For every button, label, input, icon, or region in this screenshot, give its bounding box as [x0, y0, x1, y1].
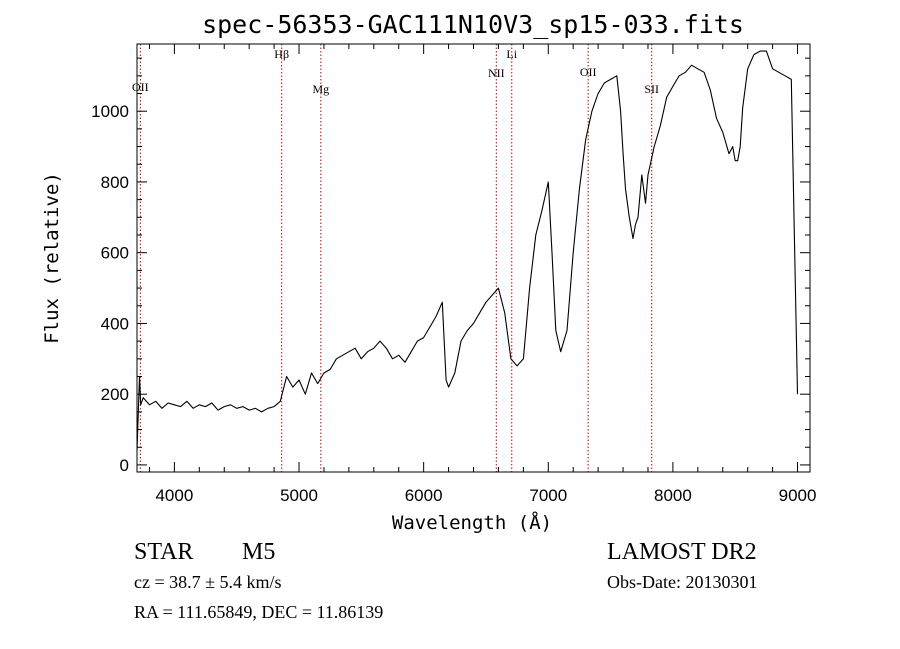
y-tick-label: 200: [101, 385, 129, 404]
x-axis-label: Wavelength (Å): [392, 511, 552, 534]
y-axis-label: Flux (relative): [41, 172, 63, 344]
x-tick-label: 8000: [654, 486, 692, 505]
y-tick-label: 800: [101, 173, 129, 192]
x-tick-label: 6000: [405, 486, 443, 505]
x-tick-label: 9000: [779, 486, 817, 505]
x-tick-label: 4000: [155, 486, 193, 505]
object-class: STAR: [134, 539, 194, 565]
redshift-value: cz = 38.7 ± 5.4 km/s: [134, 572, 282, 592]
line-marker-label: Hβ: [274, 47, 289, 61]
object-subclass: M5: [242, 539, 276, 565]
line-marker-label: OII: [580, 65, 597, 79]
survey-name: LAMOST DR2: [607, 539, 757, 565]
series-layer: [136, 50, 799, 451]
line-marker-label: Mg: [312, 82, 329, 96]
ticks-layer: 4000 5000 6000 7000 8000 9000 0 200 400 600 800 100…: [91, 44, 816, 505]
x-tick-label: 5000: [280, 486, 318, 505]
y-tick-label: 600: [101, 244, 129, 263]
line-marker-label: Li: [506, 47, 517, 61]
coordinates: RA = 111.65849, DEC = 11.86139: [134, 602, 384, 622]
y-tick-label: 400: [101, 314, 129, 333]
chart-title: spec-56353-GAC111N10V3_sp15-033.fits: [202, 10, 744, 39]
plot-frame: [136, 43, 811, 473]
line-marker-label: SII: [644, 82, 659, 96]
line-marker-label: NII: [488, 66, 505, 80]
spectrum-series-line: [136, 50, 799, 451]
observation-date: Obs-Date: 20130301: [607, 572, 758, 592]
line-marker-label: OII: [132, 80, 149, 94]
y-tick-label: 0: [120, 456, 129, 475]
x-tick-label: 7000: [529, 486, 567, 505]
y-tick-label: 1000: [91, 102, 129, 121]
